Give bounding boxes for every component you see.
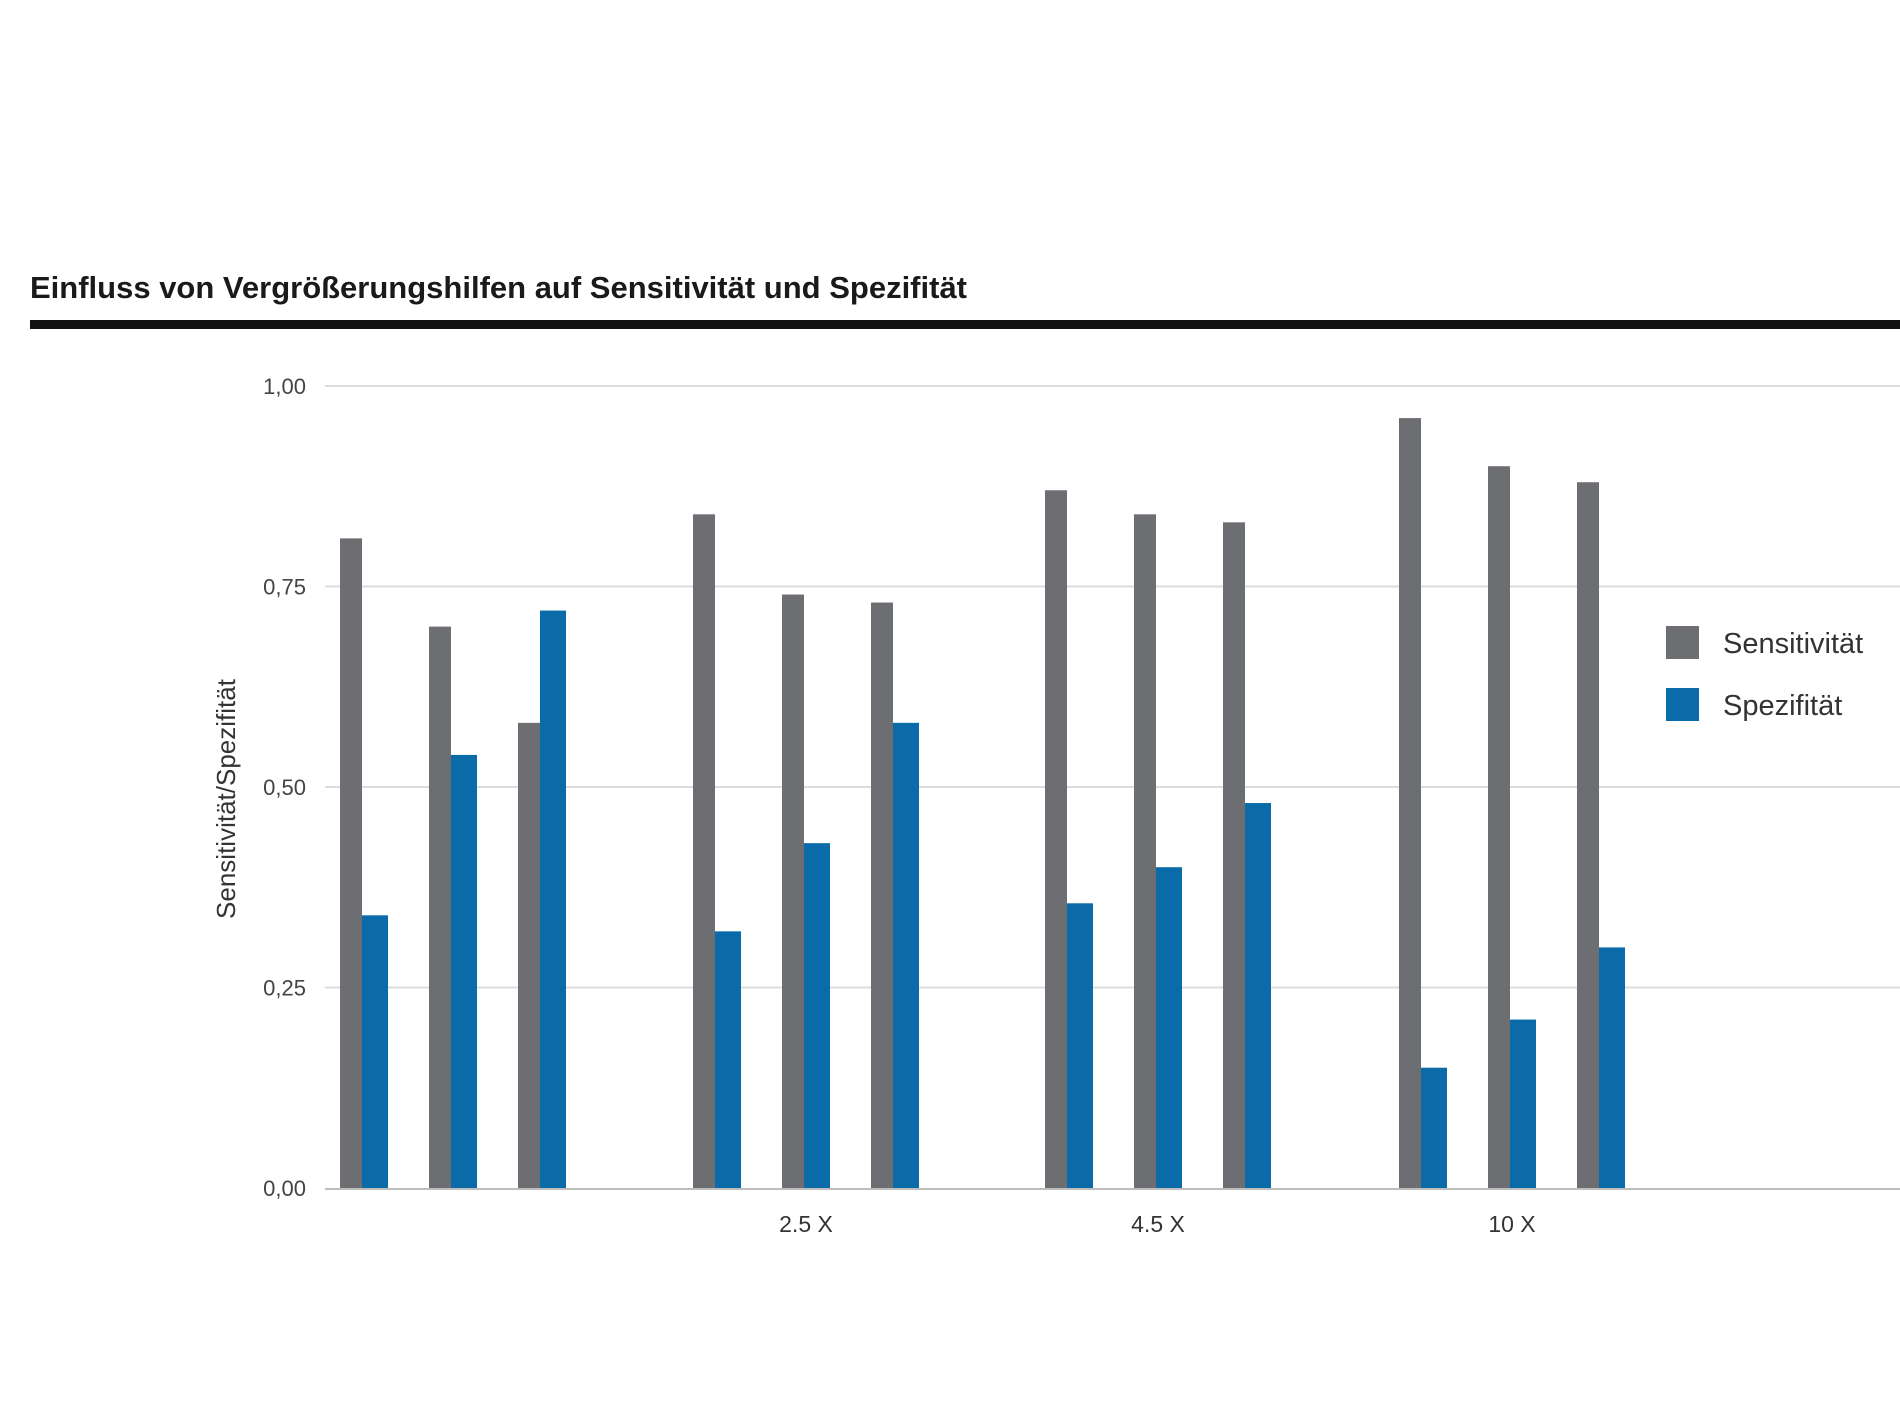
bar-spezifitaet — [540, 610, 566, 1188]
bar-spezifitaet — [1599, 947, 1625, 1188]
legend-label: Sensitivität — [1723, 628, 1863, 660]
bar-spezifitaet — [1067, 903, 1093, 1188]
bar-sensitivitaet — [1223, 522, 1245, 1188]
x-category-label: 4.5 X — [1131, 1211, 1185, 1237]
legend-swatch — [1666, 626, 1699, 659]
bar-sensitivitaet — [693, 514, 715, 1188]
x-category-labels: 2.5 X 4.5 X 10 X — [779, 1211, 1536, 1237]
bar-spezifitaet — [1421, 1067, 1447, 1188]
y-tick-label: 0,25 — [263, 976, 306, 1001]
bar-sensitivitaet — [429, 626, 451, 1188]
y-tick-labels: 0,00 0,25 0,50 0,75 1,00 — [263, 374, 306, 1201]
y-axis-title: Sensitivität/Spezifität — [211, 678, 241, 919]
bar-spezifitaet — [362, 915, 388, 1188]
bar-spezifitaet — [715, 931, 741, 1188]
gridlines — [325, 385, 1900, 989]
bar-spezifitaet — [451, 754, 477, 1188]
bar-spezifitaet — [893, 722, 919, 1188]
legend-label: Spezifität — [1723, 690, 1842, 722]
x-category-label: 10 X — [1488, 1211, 1535, 1237]
bar-sensitivitaet — [1577, 482, 1599, 1188]
y-tick-label: 1,00 — [263, 374, 306, 399]
legend: Sensitivität Spezifität — [1666, 626, 1863, 722]
y-tick-label: 0,75 — [263, 575, 306, 600]
bar-sensitivitaet — [1399, 418, 1421, 1189]
bar-spezifitaet — [1245, 803, 1271, 1188]
y-tick-label: 0,50 — [263, 775, 306, 800]
legend-swatch — [1666, 688, 1699, 721]
bar-sensitivitaet — [1045, 490, 1067, 1188]
x-category-label: 2.5 X — [779, 1211, 833, 1237]
bar-spezifitaet — [804, 843, 830, 1188]
bar-spezifitaet — [1156, 867, 1182, 1188]
bars — [340, 418, 1625, 1189]
bar-sensitivitaet — [1134, 514, 1156, 1188]
y-tick-label: 0,00 — [263, 1176, 306, 1201]
bar-sensitivitaet — [340, 538, 362, 1188]
bar-spezifitaet — [1510, 1019, 1536, 1188]
chart-title: Einfluss von Vergrößerungshilfen auf Sen… — [30, 270, 967, 305]
bar-sensitivitaet — [518, 722, 540, 1188]
bar-sensitivitaet — [871, 602, 893, 1188]
title-rule — [30, 320, 1900, 329]
bar-sensitivitaet — [782, 594, 804, 1188]
bar-sensitivitaet — [1488, 466, 1510, 1188]
